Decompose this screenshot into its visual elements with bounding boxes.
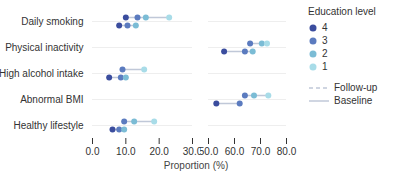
html-text:Proportion (%): Proportion (%): [163, 160, 229, 171]
svg-text:20.0: 20.0: [149, 146, 169, 157]
html-text:2: 2: [322, 48, 328, 59]
html-text:1: 1: [322, 61, 328, 72]
svg-text:70.0: 70.0: [251, 146, 271, 157]
html-text:Follow-up: Follow-up: [334, 82, 378, 93]
html-text:3: 3: [322, 35, 328, 46]
svg-text:Healthy lifestyle: Healthy lifestyle: [13, 120, 83, 131]
svg-text:10.0: 10.0: [116, 146, 136, 157]
html-text:Baseline: Baseline: [334, 95, 373, 106]
svg-text:Abnormal BMI: Abnormal BMI: [20, 94, 83, 105]
svg-text:Daily smoking: Daily smoking: [21, 16, 83, 27]
svg-text:80.0: 80.0: [277, 146, 297, 157]
svg-text:30.0: 30.0: [183, 146, 200, 157]
svg-text:Physical inactivity: Physical inactivity: [5, 42, 83, 53]
svg-text:0.0: 0.0: [86, 146, 100, 157]
svg-text:50.0: 50.0: [200, 146, 219, 157]
html-text:Education level: Education level: [308, 6, 376, 17]
html-text:4: 4: [322, 22, 328, 33]
svg-text:High alcohol intake: High alcohol intake: [0, 68, 84, 79]
svg-text:60.0: 60.0: [225, 146, 245, 157]
